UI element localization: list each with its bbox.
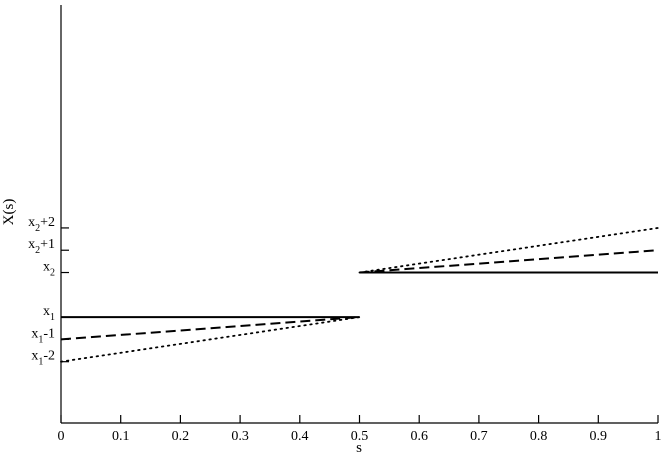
- x-tick-label: 0.8: [530, 429, 548, 444]
- y-tick-label-base: x: [28, 237, 35, 252]
- y-tick-label-subscript: 2: [35, 223, 40, 234]
- x-axis-label: s: [356, 440, 362, 456]
- y-tick-label-offset: -1: [43, 326, 55, 341]
- series-line-dotted: [60, 316, 361, 363]
- y-tick-label: x1-1: [31, 326, 55, 345]
- x-tick-label: 0.7: [470, 429, 488, 444]
- y-tick-label-base: x: [28, 215, 35, 230]
- y-tick-label-base: x: [31, 349, 38, 364]
- y-tick-label-subscript: 2: [50, 268, 55, 279]
- y-tick-label-base: x: [31, 326, 38, 341]
- plot-frame: [60, 5, 658, 424]
- y-tick-label-offset: +2: [40, 215, 55, 230]
- y-tick-label: x1-2: [31, 349, 55, 368]
- series-line-dashed: [60, 316, 360, 341]
- y-tick-label-subscript: 1: [38, 334, 43, 345]
- x-tick-label: 0.3: [231, 429, 249, 444]
- x-ticks: 0 0.1 0.2 0.3 0.4 0.5 0.6 0.7 0.8 0.9 1: [58, 415, 662, 444]
- y-tick-label: x2: [43, 260, 55, 279]
- x-tick-label: 0: [58, 429, 65, 444]
- y-axis-label: X(s): [1, 199, 17, 226]
- y-tick-label-subscript: 2: [35, 245, 40, 256]
- y-tick-label: x2+1: [28, 237, 55, 256]
- y-tick-label-offset: -2: [43, 349, 55, 364]
- y-tick-label-subscript: 1: [38, 357, 43, 368]
- series-lines: [60, 227, 659, 363]
- y-tick-label-subscript: 1: [50, 312, 55, 323]
- y-tick-label-base: x: [43, 260, 50, 275]
- x-tick-label: 0.5: [351, 429, 369, 444]
- x-tick-label: 0.4: [291, 429, 309, 444]
- series-line-dotted: [358, 227, 659, 274]
- x-tick-label: 1: [655, 429, 662, 444]
- x-tick-label: 0.6: [410, 429, 428, 444]
- series-line-dashed: [359, 249, 659, 274]
- x-tick-label: 0.1: [112, 429, 130, 444]
- x-tick-label: 0.2: [172, 429, 190, 444]
- x-tick-label: 0.9: [590, 429, 608, 444]
- y-tick-label-base: x: [43, 304, 50, 319]
- y-tick-label: x1: [43, 304, 55, 323]
- y-tick-label: x2+2: [28, 215, 55, 234]
- y-tick-label-offset: +1: [40, 237, 55, 252]
